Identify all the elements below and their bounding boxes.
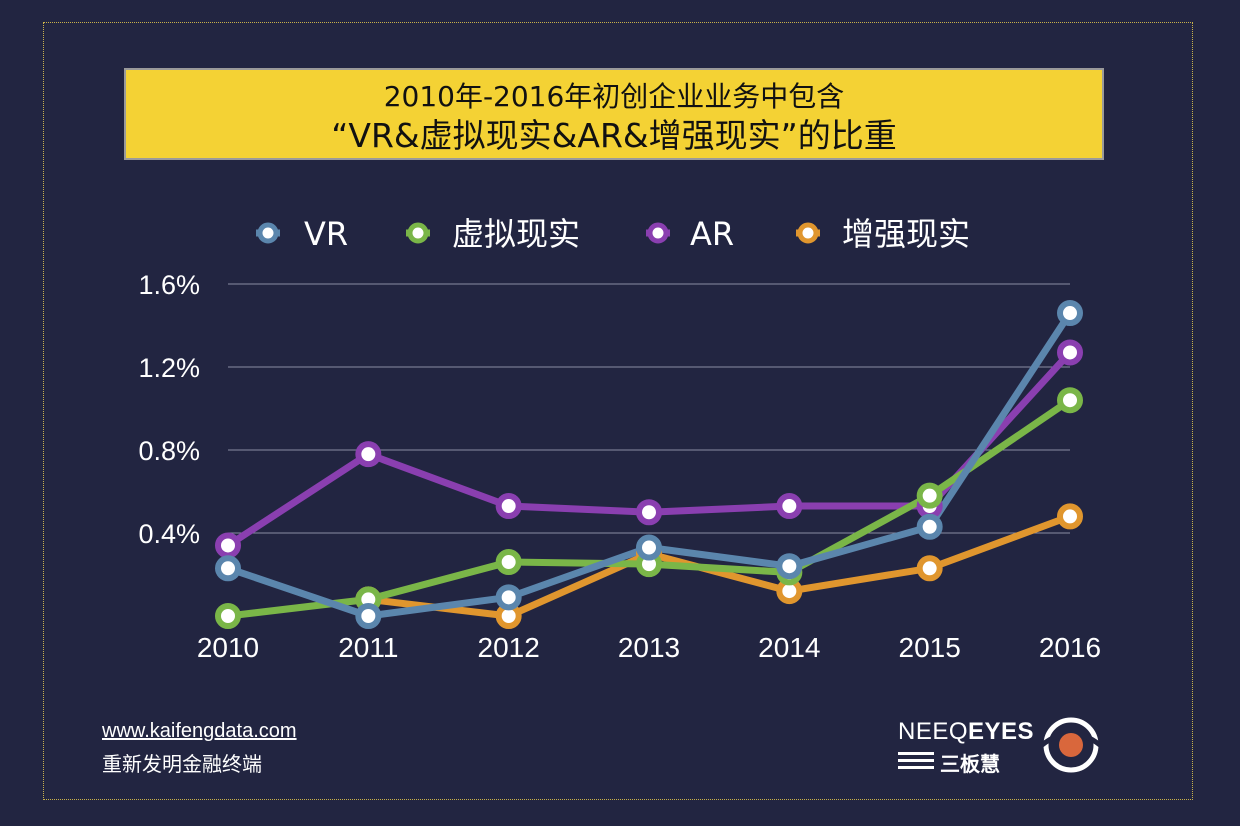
legend-label: VR [304, 215, 348, 253]
x-tick-label: 2014 [758, 632, 820, 663]
data-point [355, 441, 382, 468]
legend-marker [647, 222, 669, 244]
y-tick-label: 0.4% [138, 519, 200, 549]
footer-url-link[interactable]: www.kaifengdata.com [102, 720, 297, 742]
brand-logo: NEEQEYES 三板慧 [898, 716, 1108, 776]
data-point [1057, 339, 1083, 366]
legend-marker [407, 222, 429, 244]
data-point [215, 532, 241, 559]
title-banner: 2010年-2016年初创企业业务中包含 “VR&虚拟现实&AR&增强现实”的比… [124, 68, 1104, 160]
data-point [776, 553, 803, 580]
data-point [636, 534, 662, 561]
legend-label: 虚拟现实 [452, 215, 580, 253]
data-point [916, 482, 943, 509]
data-point [215, 555, 241, 582]
series-line [364, 512, 1074, 620]
x-tick-label: 2016 [1039, 632, 1101, 663]
data-point [1057, 300, 1083, 327]
data-point [916, 555, 943, 582]
data-point [636, 499, 662, 526]
x-tick-label: 2010 [197, 632, 259, 663]
chart-title-line1: 2010年-2016年初创企业业务中包含 [383, 80, 845, 113]
data-point [495, 549, 522, 576]
x-tick-label: 2015 [899, 632, 961, 663]
chart-frame [43, 22, 1193, 800]
y-tick-label: 1.2% [138, 353, 200, 383]
legend-label: AR [690, 215, 734, 253]
data-point [495, 493, 522, 520]
data-point [215, 603, 241, 629]
eye-logo-icon [1040, 717, 1102, 773]
logo-text-neeq: NEEQ [898, 718, 969, 745]
chart-title-line2: “VR&虚拟现实&AR&增强现实”的比重 [331, 116, 897, 155]
data-point [355, 603, 382, 629]
data-point [1057, 387, 1083, 414]
data-point [495, 584, 522, 611]
x-tick-label: 2012 [478, 632, 540, 663]
x-tick-label: 2013 [618, 632, 680, 663]
logo-subtitle: 三板慧 [940, 752, 1000, 776]
logo-stripes-icon [898, 752, 934, 769]
legend-marker [257, 222, 279, 244]
data-point [916, 513, 943, 540]
legend-label: 增强现实 [842, 215, 970, 253]
y-tick-label: 0.8% [138, 436, 200, 466]
footer-slogan: 重新发明金融终端 [102, 752, 262, 776]
logo-text-eyes: EYES [968, 718, 1035, 745]
x-tick-label: 2011 [338, 632, 398, 663]
y-tick-label: 1.6% [138, 270, 200, 300]
legend-marker [797, 222, 819, 244]
data-point [1057, 503, 1083, 530]
logo-text: NEEQEYES [898, 718, 1034, 746]
data-point [776, 493, 803, 520]
